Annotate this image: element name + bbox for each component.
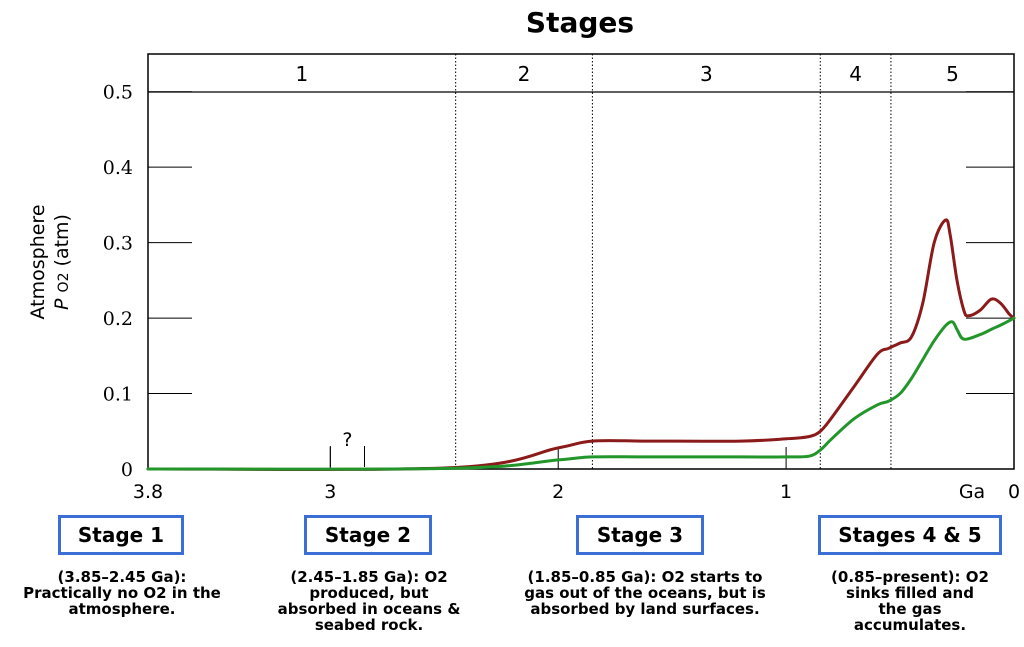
- stage-label-2: 2: [518, 62, 531, 86]
- stage-label-5: 5: [946, 62, 959, 86]
- stage-4-5-card: Stages 4 & 5: [818, 515, 1002, 555]
- x-tick-label: 0: [1008, 481, 1020, 503]
- y-axis-label: Atmosphere P O2 (atm): [27, 204, 73, 319]
- uncertainty-marker: ?: [329, 429, 365, 467]
- stage-3-card: Stage 3: [576, 515, 704, 555]
- stage-label-3: 3: [700, 62, 713, 86]
- uncertainty-label: ?: [342, 429, 352, 451]
- x-tick-label: 3.8: [133, 481, 163, 503]
- y-tick-label: 0.3: [103, 233, 133, 255]
- oxygen-stages-chart: Stages 0 0.1 0.2 0.3 0.4 0.5 3.8 3 2 1 0 1 2 3 4 5 ? G…: [27, 6, 1020, 503]
- y-tick-label: 0.2: [103, 308, 133, 330]
- y-axis-label-unit: (atm): [51, 214, 73, 266]
- y-axis-label-sub: O2: [56, 273, 72, 293]
- y-tick-label: 0: [121, 459, 133, 481]
- series-lines: [146, 218, 1016, 471]
- stage-4-5-description: (0.85–present): O2 sinks filled and the …: [831, 568, 989, 634]
- stage-1-card: Stage 1: [58, 515, 184, 555]
- y-tick-label: 0.4: [103, 157, 133, 179]
- x-axis-label: Ga: [959, 481, 985, 503]
- chart-title: Stages: [526, 6, 634, 39]
- y-tick-label: 0.5: [103, 82, 133, 104]
- y-axis-label-p: P: [51, 298, 73, 310]
- axis-ticks: 0 0.1 0.2 0.3 0.4 0.5 3.8 3 2 1 0: [103, 82, 1020, 503]
- x-tick-label: 1: [780, 481, 792, 503]
- stage-boundaries: [455, 54, 892, 469]
- x-tick-label: 3: [324, 481, 336, 503]
- series-line-0: [146, 218, 1016, 471]
- x-tick-label: 2: [552, 481, 564, 503]
- y-tick-label: 0.1: [103, 384, 133, 406]
- series-line-1: [146, 316, 1016, 471]
- y-axis-label-line2: P O2 (atm): [51, 214, 73, 310]
- stage-3-description: (1.85–0.85 Ga): O2 starts to gas out of …: [524, 568, 766, 618]
- plot-frame: [147, 53, 1015, 470]
- stage-2-card: Stage 2: [304, 515, 432, 555]
- stage-label-1: 1: [295, 62, 308, 86]
- stage-2-description: (2.45–1.85 Ga): O2 produced, but absorbe…: [277, 568, 461, 634]
- stage-labels: 1 2 3 4 5: [295, 62, 958, 86]
- stage-1-description: (3.85–2.45 Ga): Practically no O2 in the…: [23, 568, 221, 618]
- y-axis-label-line1: Atmosphere: [27, 204, 49, 319]
- stage-label-4: 4: [849, 62, 862, 86]
